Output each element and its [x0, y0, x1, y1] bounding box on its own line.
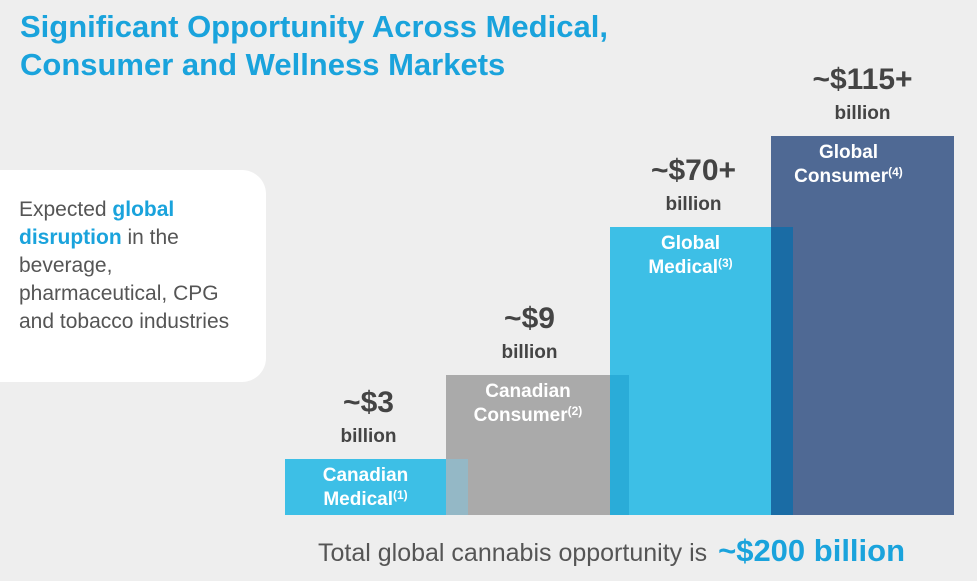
callout-highlight: global disruption: [19, 198, 175, 249]
bar-3: [610, 227, 793, 515]
bar-label-line2-2: Consumer(2): [474, 404, 583, 426]
value-label-3: ~$70+: [651, 154, 736, 187]
unit-label-3: billion: [666, 194, 722, 215]
page-title: Significant Opportunity Across Medical, …: [20, 8, 608, 84]
callout-text: Expected global disruption in the bevera…: [19, 196, 249, 336]
value-label-1: ~$3: [343, 386, 394, 419]
callout-pre: Expected: [19, 198, 113, 221]
bar-overlap-1: [446, 459, 468, 515]
unit-label-2: billion: [502, 342, 558, 363]
value-label-4: ~$115+: [812, 63, 912, 96]
bar-label-line1-3: Global: [661, 233, 720, 254]
total-amount: ~$200 billion: [718, 533, 906, 568]
unit-label-1: billion: [341, 426, 397, 447]
total-opportunity: Total global cannabis opportunity is ~$2…: [318, 533, 905, 569]
value-label-2: ~$9: [504, 302, 555, 335]
bar-label-line2-4: Consumer(4): [794, 165, 903, 187]
bar-overlap-2: [610, 375, 629, 515]
bar-overlap-3: [771, 227, 793, 515]
disruption-callout: Expected global disruption in the bevera…: [0, 170, 266, 382]
title-line-2: Consumer and Wellness Markets: [20, 47, 506, 82]
title-line-1: Significant Opportunity Across Medical,: [20, 9, 608, 44]
bar-1: [285, 459, 468, 515]
bar-label-line1-1: Canadian: [323, 465, 409, 486]
total-text: Total global cannabis opportunity is: [318, 539, 708, 567]
bar-4: [771, 136, 954, 515]
bar-label-line2-1: Medical(1): [323, 488, 407, 510]
bar-label-line1-4: Global: [819, 142, 878, 163]
callout-post: in the beverage, pharmaceutical, CPG and…: [19, 226, 230, 333]
bar-label-line2-3: Medical(3): [648, 256, 732, 278]
unit-label-4: billion: [835, 103, 891, 124]
bar-2: [446, 375, 629, 515]
bar-label-line1-2: Canadian: [485, 381, 571, 402]
